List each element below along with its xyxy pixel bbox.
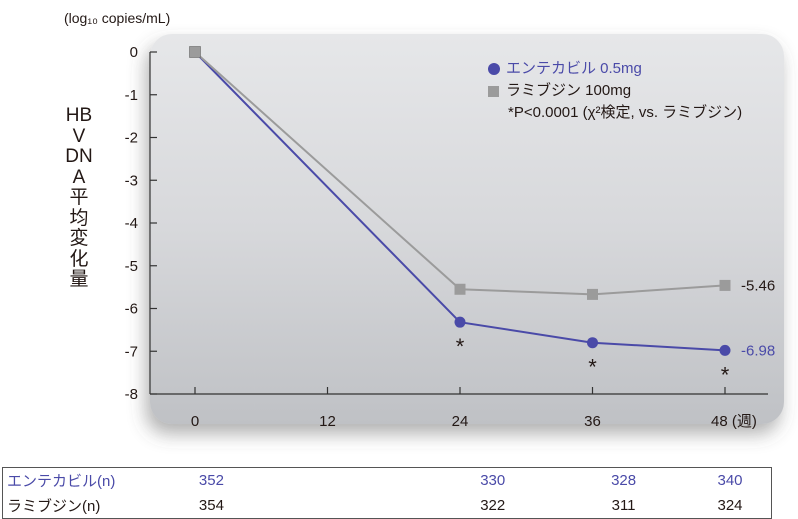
plot-panel [150,34,784,424]
circle-marker-icon [488,63,500,75]
table-row: ラミブジン(n) 354 322 311 324 [3,493,772,519]
x-tick-label: 48 (週) [711,413,757,430]
table-cell: 330 [480,472,506,489]
x-tick-label: 36 [584,413,601,430]
circle-marker [587,337,598,349]
end-label-lamivudine: -5.46 [741,277,775,294]
significance-asterisk: * [721,362,730,387]
y-axis-title: HBV DNA 平均変化量 [65,105,93,290]
y-tick-label: -1 [125,87,138,104]
significance-asterisk: * [456,334,465,359]
table-cell: 340 [717,472,743,489]
x-tick-label: 12 [319,413,336,430]
y-tick-label: -2 [125,130,138,147]
circle-marker [719,344,731,356]
x-tick-label: 24 [452,413,469,430]
square-marker [719,279,731,291]
legend-label-entecavir: エンテカビル 0.5mg [506,60,642,77]
y-tick-label: -7 [125,343,138,360]
square-marker [454,283,466,295]
legend-entry-lamivudine: ラミブジン 100mg [488,80,742,102]
legend: エンテカビル 0.5mg ラミブジン 100mg *P<0.0001 (χ²検定… [488,58,742,124]
square-marker [587,288,598,300]
y-tick-label: -8 [125,386,138,403]
y-unit-label: (log₁₀ copies/mL) [64,10,171,26]
y-tick-label: 0 [130,44,138,61]
table-row: エンテカビル(n) 352 330 328 340 [3,468,772,494]
row-label: ラミブジン(n) [7,498,101,515]
patient-count-table: エンテカビル(n) 352 330 328 340 ラミブジン(n) 354 3… [2,467,772,519]
table-cell: 322 [480,497,506,514]
x-tick-label: 0 [191,413,199,430]
origin-marker [189,46,201,58]
end-label-entecavir: -6.98 [741,342,775,359]
legend-label-lamivudine: ラミブジン 100mg [506,82,632,99]
table-cell: 354 [198,497,224,514]
table-cell: 311 [611,497,636,514]
table-cell: 324 [717,497,743,514]
legend-footnote: *P<0.0001 (χ²検定, vs. ラミブジン) [508,104,743,121]
series-line-lamivudine [194,51,726,296]
y-tick-label: -6 [125,301,138,318]
y-tick-label: -4 [125,215,138,232]
y-tick-label: -5 [125,258,138,275]
y-tick-label: -3 [125,172,138,189]
legend-entry-entecavir: エンテカビル 0.5mg [488,58,742,80]
table-cell: 352 [198,472,224,489]
series-line-entecavir [194,51,726,352]
table-cell: 328 [611,472,637,489]
line-chart: 0 -1 -2 -3 -4 -5 -6 -7 -8 0 12 24 36 48 (週) -6.98 -5.4… [125,34,784,430]
circle-marker [454,316,466,328]
row-label: エンテカビル(n) [7,473,116,490]
significance-asterisk: * [588,355,597,380]
square-marker-icon [488,85,499,97]
